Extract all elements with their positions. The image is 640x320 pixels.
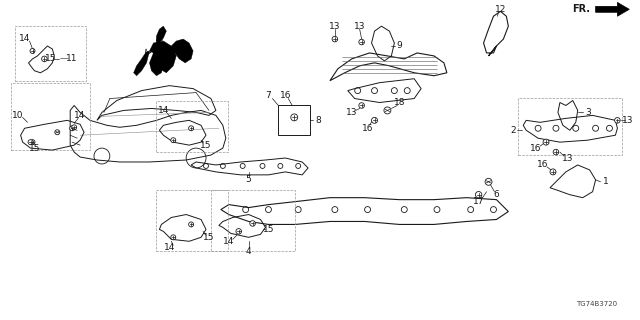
Text: 15: 15	[45, 54, 56, 63]
Bar	[211, 190, 295, 251]
Text: 15: 15	[204, 233, 215, 242]
Text: 18: 18	[394, 98, 405, 107]
Circle shape	[189, 126, 194, 131]
Circle shape	[240, 164, 245, 168]
Circle shape	[490, 207, 497, 212]
Circle shape	[359, 39, 364, 45]
Circle shape	[372, 117, 378, 123]
Text: 7: 7	[266, 91, 271, 100]
Circle shape	[485, 178, 492, 185]
Circle shape	[404, 88, 410, 93]
Circle shape	[30, 48, 35, 53]
Text: TG74B3720: TG74B3720	[576, 301, 618, 307]
Circle shape	[468, 207, 474, 212]
Polygon shape	[150, 53, 163, 76]
Circle shape	[365, 207, 371, 212]
Circle shape	[543, 139, 549, 145]
Text: 6: 6	[493, 190, 499, 199]
Polygon shape	[156, 26, 166, 43]
Circle shape	[266, 207, 271, 212]
Circle shape	[260, 164, 265, 168]
Bar	[156, 190, 228, 251]
Circle shape	[236, 228, 241, 234]
Circle shape	[72, 125, 77, 130]
Circle shape	[189, 222, 194, 227]
Circle shape	[535, 125, 541, 131]
Circle shape	[614, 117, 620, 123]
Circle shape	[476, 192, 482, 198]
Text: 13: 13	[562, 154, 573, 163]
Text: 17: 17	[473, 197, 484, 206]
Text: 5: 5	[246, 175, 252, 184]
Polygon shape	[172, 39, 193, 63]
Text: 16: 16	[362, 124, 373, 133]
Text: 2: 2	[511, 126, 516, 135]
Text: 3: 3	[585, 108, 591, 117]
Text: 15: 15	[29, 144, 40, 153]
Text: 4: 4	[246, 247, 252, 256]
Text: 14: 14	[223, 237, 234, 246]
Text: 16: 16	[538, 160, 548, 170]
Text: 14: 14	[74, 111, 86, 120]
Circle shape	[573, 125, 579, 131]
Circle shape	[55, 130, 60, 135]
Bar	[518, 98, 622, 155]
Circle shape	[42, 56, 47, 62]
Text: 10: 10	[12, 111, 24, 120]
Text: FR.: FR.	[572, 4, 589, 14]
Circle shape	[171, 235, 176, 240]
Text: 9: 9	[396, 42, 402, 51]
Text: 14: 14	[164, 243, 175, 252]
Circle shape	[186, 148, 206, 168]
Circle shape	[392, 88, 397, 93]
Text: 13: 13	[329, 22, 340, 31]
Circle shape	[94, 148, 110, 164]
Bar	[15, 26, 86, 81]
Circle shape	[295, 207, 301, 212]
Polygon shape	[150, 41, 176, 73]
Text: 8: 8	[315, 116, 321, 125]
Circle shape	[332, 207, 338, 212]
Circle shape	[607, 125, 612, 131]
Text: 16: 16	[531, 144, 542, 153]
Circle shape	[332, 36, 338, 42]
Circle shape	[243, 207, 248, 212]
Circle shape	[28, 140, 33, 145]
Text: 12: 12	[495, 5, 506, 14]
Circle shape	[30, 140, 35, 145]
Circle shape	[278, 164, 283, 168]
Circle shape	[550, 169, 556, 175]
Bar	[11, 83, 90, 150]
Circle shape	[434, 207, 440, 212]
Circle shape	[553, 149, 559, 155]
Circle shape	[359, 103, 364, 108]
Circle shape	[171, 138, 176, 143]
Circle shape	[220, 164, 225, 168]
Circle shape	[593, 125, 598, 131]
Circle shape	[204, 164, 209, 168]
Text: 13: 13	[354, 22, 365, 31]
Polygon shape	[596, 2, 629, 16]
Circle shape	[291, 114, 298, 121]
Text: 16: 16	[280, 91, 291, 100]
Text: 11: 11	[67, 54, 78, 63]
Text: 14: 14	[157, 106, 169, 115]
Circle shape	[553, 125, 559, 131]
Text: —: —	[60, 54, 68, 63]
Circle shape	[401, 207, 407, 212]
Text: 15: 15	[200, 140, 212, 150]
Circle shape	[296, 164, 301, 168]
Circle shape	[372, 88, 378, 93]
Circle shape	[384, 107, 391, 114]
Text: 14: 14	[19, 34, 30, 43]
Circle shape	[250, 221, 255, 226]
Text: 13: 13	[621, 116, 633, 125]
Bar	[156, 100, 228, 152]
Polygon shape	[134, 51, 150, 76]
Circle shape	[70, 126, 75, 131]
Text: 13: 13	[346, 108, 358, 117]
Circle shape	[355, 88, 361, 93]
Text: 1: 1	[603, 177, 609, 186]
Text: 15: 15	[262, 225, 274, 234]
